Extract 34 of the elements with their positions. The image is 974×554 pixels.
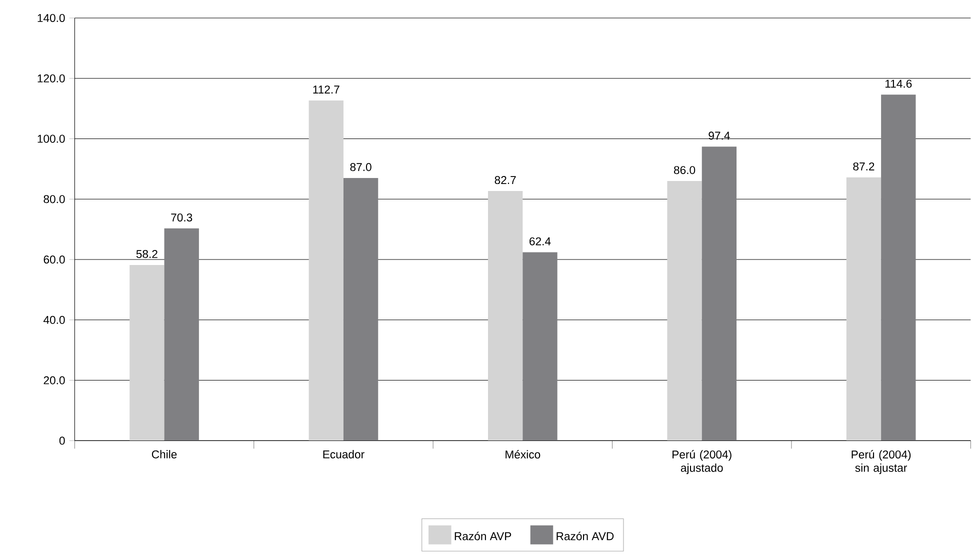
y-tick-label: 140.0 (38, 14, 65, 22)
data-label: 70.3 (171, 213, 192, 222)
data-label: 82.7 (494, 176, 516, 184)
bar (667, 181, 702, 441)
data-label: 86.0 (674, 166, 696, 174)
y-tick-label: 40.0 (43, 316, 65, 324)
bar (702, 146, 737, 441)
bar (164, 228, 199, 441)
x-tick-label: Perú (2004) ajustado (672, 450, 732, 474)
bar (881, 94, 916, 441)
y-tick-label: 100.0 (38, 134, 65, 143)
y-tick-label: 60.0 (44, 256, 65, 264)
x-tick-label: México (506, 450, 540, 458)
y-tick-label: 20.0 (44, 376, 65, 384)
data-label: 87.2 (853, 162, 874, 170)
bar (488, 190, 523, 441)
x-tick-label: Perú (2004) sin ajustar (852, 450, 911, 474)
data-label: 62.4 (530, 237, 551, 246)
y-tick-label: 120.0 (38, 74, 65, 82)
x-tick-label: Chile (152, 450, 177, 458)
bar (343, 178, 378, 441)
bar (130, 264, 164, 441)
legend-label: Razón AVD (556, 532, 614, 540)
data-label: 114.6 (886, 80, 912, 88)
data-label: 112.7 (313, 86, 340, 94)
data-label: 58.2 (136, 250, 158, 258)
bar (308, 100, 344, 441)
data-label: 87.0 (350, 163, 372, 172)
y-tick-label: 80.0 (44, 195, 65, 204)
x-tick-label: Ecuador (323, 450, 364, 458)
legend-label: Razón AVP (454, 532, 512, 540)
y-tick-label: 0 (59, 436, 65, 445)
bar (522, 252, 558, 441)
bar (846, 177, 882, 441)
